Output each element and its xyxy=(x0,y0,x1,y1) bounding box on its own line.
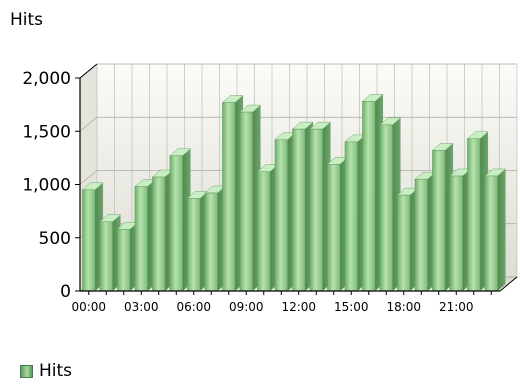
x-tick-label: 03:00 xyxy=(124,300,159,314)
x-tick-label: 15:00 xyxy=(334,300,369,314)
bar xyxy=(81,182,104,292)
y-tick-label: 1,000 xyxy=(22,176,71,196)
bar-front xyxy=(362,101,376,292)
bar-front xyxy=(309,128,323,292)
bar-front xyxy=(82,189,96,292)
bar-front xyxy=(134,186,148,292)
chart-bars xyxy=(81,94,507,292)
bar xyxy=(116,221,139,292)
bar-front xyxy=(432,150,446,292)
bar-front xyxy=(239,111,253,292)
gridline-side xyxy=(79,116,98,132)
legend-swatch-hits xyxy=(20,364,33,378)
bar-front xyxy=(257,171,271,292)
x-tick-label: 06:00 xyxy=(176,300,211,314)
bar-front xyxy=(99,221,113,292)
x-axis-ticks: 00:00 03:00 06:00 09:00 12:00 15:00 18:00 21:00 xyxy=(71,291,492,314)
bar-front xyxy=(187,198,201,292)
x-tick-label: 09:00 xyxy=(229,300,264,314)
x-tick-label: 21:00 xyxy=(439,300,474,314)
bar-front xyxy=(117,228,131,292)
bar-front xyxy=(222,102,236,292)
y-tick-label: 0 xyxy=(60,282,71,302)
bar xyxy=(484,168,507,292)
bar-front xyxy=(449,175,463,292)
bar-front xyxy=(484,175,498,292)
bar-front xyxy=(414,178,428,292)
bar-front xyxy=(274,139,288,292)
bar-side xyxy=(497,168,506,291)
bar-front xyxy=(152,176,166,292)
y-axis-title: Hits xyxy=(10,10,43,30)
gridline-side xyxy=(79,170,98,185)
bar-front xyxy=(379,124,393,292)
x-tick-label: 12:00 xyxy=(281,300,316,314)
bar-front xyxy=(169,155,183,292)
bar xyxy=(169,148,192,292)
x-tick-label: 00:00 xyxy=(71,300,106,314)
bar-front xyxy=(204,192,218,292)
bar-front xyxy=(327,164,341,292)
bar-front xyxy=(344,141,358,292)
y-axis-ticks: 0 500 1,000 1,500 2,000 xyxy=(22,69,80,302)
legend: Hits xyxy=(20,361,72,381)
x-tick-label: 18:00 xyxy=(386,300,421,314)
legend-label-hits: Hits xyxy=(39,361,73,381)
y-tick-label: 2,000 xyxy=(22,69,71,89)
bar-front xyxy=(397,194,411,292)
x-axis-end-edge xyxy=(499,276,518,292)
bar-front xyxy=(292,128,306,292)
y-tick-label: 1,500 xyxy=(22,122,71,142)
y-axis-top-edge xyxy=(79,63,98,79)
y-tick-label: 500 xyxy=(39,229,71,249)
bar-front xyxy=(467,138,481,292)
